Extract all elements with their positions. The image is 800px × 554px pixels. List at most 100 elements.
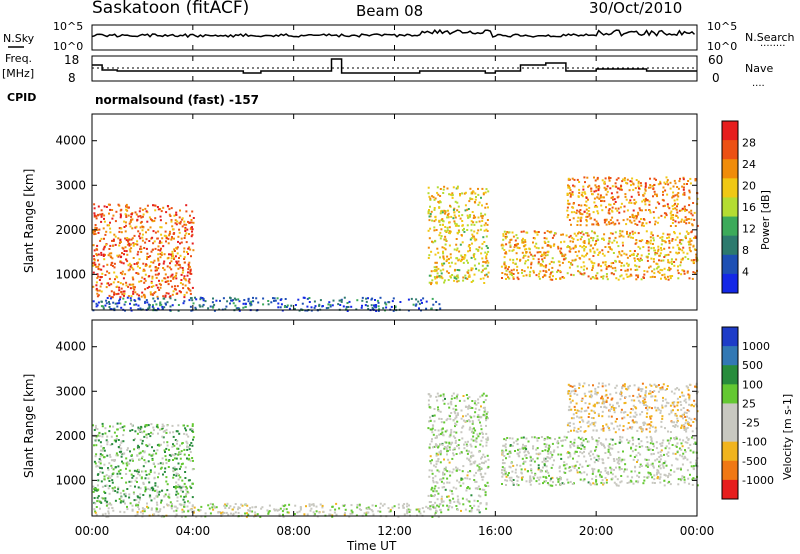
power-cell	[691, 277, 694, 280]
velocity-cell	[315, 505, 318, 508]
velocity-cell	[448, 406, 451, 409]
power-cell	[650, 239, 652, 242]
velocity-cell	[431, 414, 434, 417]
power-cell	[155, 303, 158, 306]
velocity-cell	[597, 469, 600, 472]
power-cell	[212, 297, 214, 300]
velocity-cell	[545, 443, 548, 446]
power-cell	[593, 201, 596, 204]
velocity-cell	[690, 465, 693, 468]
power-cell	[149, 226, 152, 229]
power-cell	[612, 273, 615, 276]
velocity-cell	[186, 487, 188, 490]
velocity-cell	[551, 476, 554, 479]
velocity-cell	[628, 440, 631, 443]
velocity-cell	[477, 435, 480, 438]
power-cell	[642, 246, 645, 248]
power-cell	[638, 265, 641, 268]
power-cell	[161, 279, 164, 282]
power-cell	[97, 259, 99, 262]
velocity-cell	[441, 486, 444, 489]
velocity-cell	[175, 490, 178, 493]
power-cell	[559, 270, 562, 273]
power-cell	[224, 308, 227, 311]
power-cell	[692, 262, 695, 264]
nsky-label: N.Sky	[3, 32, 35, 45]
power-cell	[116, 254, 119, 257]
power-cell	[170, 237, 173, 240]
velocity-cell	[668, 472, 671, 475]
velocity-cell	[166, 444, 169, 447]
power-cell	[185, 232, 188, 235]
velocity-cell	[672, 425, 675, 427]
power-cell	[159, 301, 162, 304]
velocity-cell	[455, 416, 458, 419]
velocity-cell	[680, 448, 683, 451]
velocity-cell	[149, 469, 152, 472]
power-cell	[480, 212, 483, 215]
power-cell	[468, 274, 471, 277]
power-cell	[579, 272, 582, 275]
power-cell	[444, 235, 447, 238]
power-cell	[462, 261, 465, 264]
power-cell	[634, 259, 636, 262]
power-cell	[159, 256, 162, 259]
velocity-cell	[112, 509, 115, 512]
power-cell	[102, 253, 105, 256]
power-cell	[179, 254, 182, 257]
velocity-cell	[634, 466, 637, 469]
power-cell	[277, 302, 280, 305]
power-cell	[194, 306, 197, 309]
power-cell	[677, 277, 680, 280]
power-cell	[235, 298, 238, 301]
velocity-cell	[463, 443, 465, 446]
velocity-cell	[149, 496, 152, 499]
freq-trace	[92, 58, 697, 74]
power-cell	[176, 252, 179, 255]
power-cell	[445, 230, 448, 233]
velocity-cell	[481, 436, 484, 439]
velocity-cell	[596, 443, 599, 446]
power-cell	[459, 217, 462, 220]
power-cell	[157, 267, 160, 270]
velocity-cell	[136, 511, 139, 514]
velocity-cell	[439, 449, 442, 452]
velocity-cell	[119, 422, 122, 425]
velocity-cell	[524, 460, 527, 463]
velocity-cell	[431, 516, 434, 518]
velocity-cell	[123, 511, 126, 514]
power-cell	[159, 252, 162, 255]
power-cell	[407, 298, 410, 301]
velocity-cell	[650, 440, 653, 443]
power-cell	[301, 302, 304, 305]
power-cell	[128, 262, 131, 265]
power-cell	[114, 235, 117, 238]
power-cell	[137, 304, 140, 307]
velocity-cell	[393, 505, 396, 508]
velocity-cell	[156, 423, 159, 426]
power-cell	[147, 228, 150, 231]
velocity-cell	[484, 414, 487, 417]
velocity-cell	[567, 481, 570, 484]
power-cell	[348, 300, 351, 303]
velocity-cell	[466, 420, 469, 423]
power-cell	[472, 190, 475, 193]
power-cell	[188, 278, 191, 281]
power-cell	[156, 297, 159, 300]
velocity-cell	[505, 484, 507, 486]
power-cell	[170, 219, 173, 222]
velocity-cell	[108, 485, 111, 487]
power-cell	[148, 265, 151, 268]
power-colorbar-tick: 16	[742, 201, 756, 214]
velocity-cell	[631, 476, 634, 479]
velocity-cell	[576, 469, 578, 472]
power-cell	[111, 296, 114, 299]
power-cell	[579, 220, 582, 223]
velocity-cell	[635, 407, 638, 410]
power-cell	[583, 247, 586, 250]
power-cell	[176, 292, 179, 295]
power-cell	[415, 303, 418, 306]
velocity-cell	[138, 446, 140, 449]
power-ytick-label: 3000	[55, 178, 86, 192]
velocity-cell	[178, 432, 181, 435]
